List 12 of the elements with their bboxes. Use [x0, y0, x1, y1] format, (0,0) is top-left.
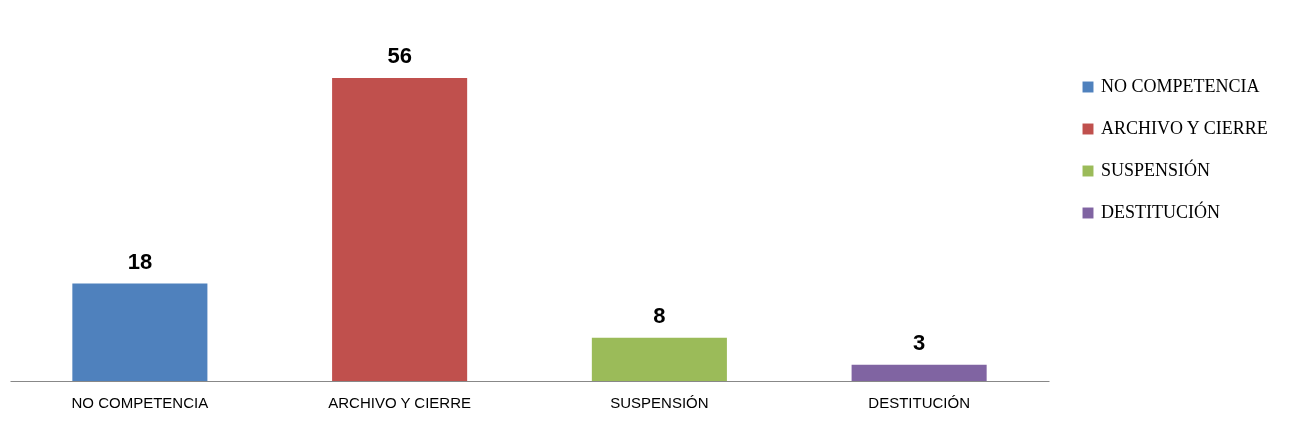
x-tick-label: NO COMPETENCIA — [71, 393, 209, 411]
data-label: 56 — [387, 43, 412, 68]
legend-label: ARCHIVO Y CIERRE — [1101, 118, 1268, 138]
legend-label: NO COMPETENCIA — [1101, 76, 1260, 96]
data-label: 18 — [127, 248, 153, 274]
legend-label: SUSPENSIÓN — [1101, 159, 1211, 180]
x-tick-label: SUSPENSIÓN — [610, 393, 709, 411]
data-label: 3 — [913, 329, 926, 355]
x-tick-label: ARCHIVO Y CIERRE — [328, 393, 472, 411]
x-tick-label: DESTITUCIÓN — [868, 393, 970, 411]
data-label: 8 — [653, 302, 666, 328]
legend-label: DESTITUCIÓN — [1101, 201, 1220, 222]
